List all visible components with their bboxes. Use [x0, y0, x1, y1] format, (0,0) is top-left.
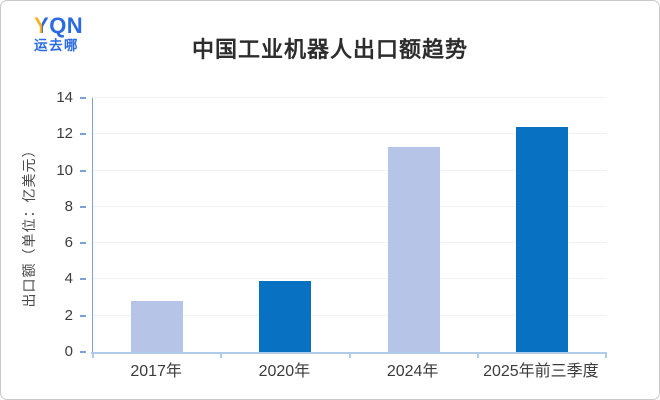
gridline: [93, 242, 606, 244]
x-axis-tick: [476, 352, 479, 358]
bar-2020年: [259, 281, 312, 352]
brand-logo-mark: Y Y QN: [34, 14, 83, 37]
gridline: [93, 133, 606, 135]
y-axis-tick: [80, 97, 86, 99]
y-axis-tick: [80, 278, 86, 281]
gridline: [93, 278, 606, 280]
y-axis-tick-label: 8: [64, 197, 73, 215]
y-axis-tick-label: 10: [56, 161, 73, 179]
chart-title: 中国工业机器人出口额趋势: [191, 37, 468, 62]
brand-logo-letter-y-blue: Y: [34, 13, 50, 38]
x-axis-label: 2017年: [130, 363, 182, 380]
brand-logo-letters-qn: QN: [49, 13, 84, 38]
y-axis-tick: [80, 205, 86, 208]
x-axis-tick: [348, 352, 351, 358]
x-axis-label: 2024年: [386, 363, 439, 380]
brand-logo: Y Y QN 运去哪: [34, 14, 83, 53]
y-axis-tick-label: 12: [56, 125, 73, 143]
y-axis-tick: [80, 351, 86, 353]
x-axis-tick: [605, 352, 607, 358]
gridline: [93, 314, 606, 316]
y-axis-tick: [80, 242, 86, 245]
y-axis: 0 2 4 6 8 10 12 14: [1, 89, 86, 360]
bar-2025年前三季度: [515, 127, 568, 352]
y-axis-tick: [80, 133, 86, 136]
y-axis-tick: [80, 169, 86, 172]
plot-area: [91, 97, 607, 358]
gridline: [93, 169, 606, 171]
x-axis-label: 2020年: [258, 363, 311, 380]
y-axis-tick-label: 2: [64, 306, 73, 324]
y-axis-tick-label: 14: [56, 89, 73, 106]
brand-logo-letter-y-yellow: Y: [34, 13, 50, 38]
brand-logo-chinese-name: 运去哪: [34, 38, 79, 54]
y-axis-tick-label: 4: [64, 270, 73, 288]
x-axis-tick: [92, 352, 94, 358]
gridline: [93, 97, 606, 98]
gridline: [93, 205, 606, 207]
bar-2017年: [131, 301, 184, 352]
x-axis-label: 2025年前三季度: [483, 363, 599, 380]
bar-2024年: [387, 147, 440, 352]
x-axis-labels: 2017年 2020年 2024年 2025年前三季度: [92, 361, 605, 387]
y-axis-tick-label: 6: [64, 234, 73, 252]
y-axis-tick: [80, 314, 86, 317]
x-axis-tick: [220, 352, 223, 358]
y-axis-tick-label: 0: [64, 343, 73, 360]
